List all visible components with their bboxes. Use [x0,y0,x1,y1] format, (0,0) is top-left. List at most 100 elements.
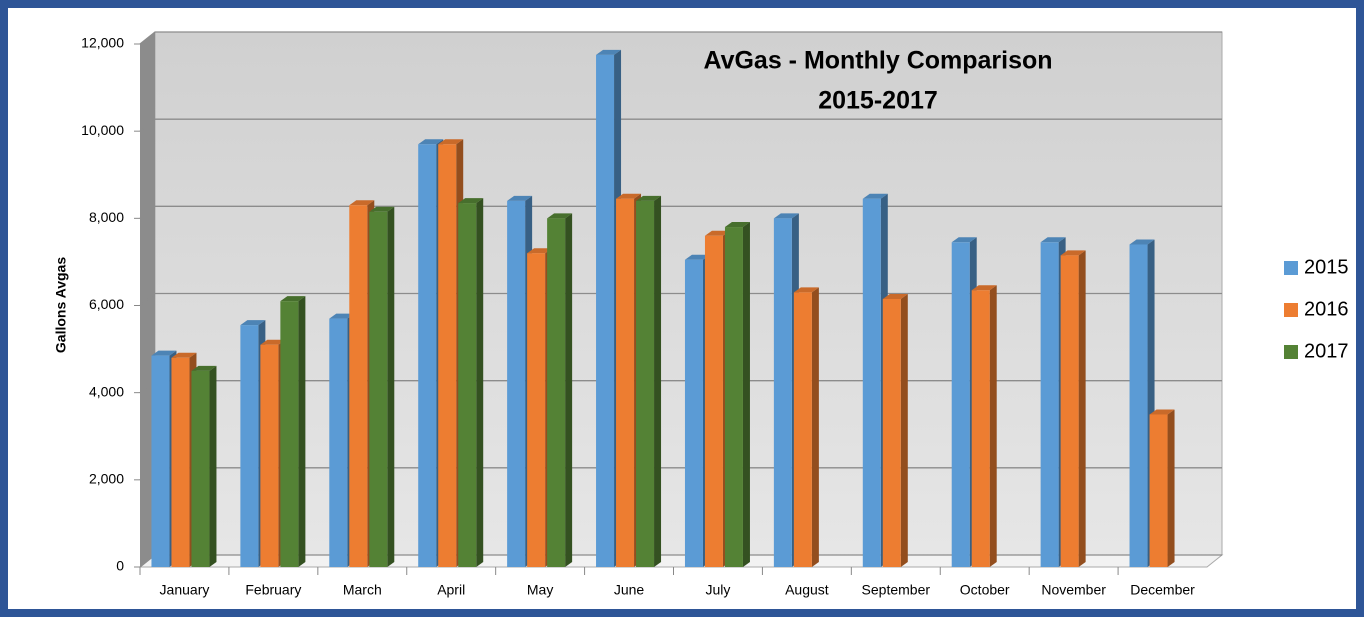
bar-top [636,195,662,201]
bar-side [298,296,306,567]
bar [280,301,299,567]
bar [507,200,526,567]
bar [616,198,635,568]
bar-side [565,213,573,568]
bar [151,355,170,567]
bar-top [971,285,997,291]
x-tick-label: November [1041,582,1106,598]
legend-swatch [1284,261,1298,275]
legend-label: 2015 [1304,256,1349,278]
grid-line [139,118,1222,132]
bar-top [951,237,977,243]
x-tick-label: December [1130,582,1195,598]
bar [329,318,348,567]
bar-side [900,293,908,567]
bar-side [742,222,750,568]
bar [1040,242,1059,567]
bar [369,211,388,567]
bar-top [1040,237,1066,243]
bar [418,144,437,567]
bar [862,198,881,568]
bar-top [458,198,484,204]
y-axis-label: Gallons Avgas [53,257,69,353]
y-tick-label: 0 [116,558,124,574]
bar-top [862,193,888,199]
bar [636,200,655,567]
bar [793,292,812,567]
bar-top [527,248,553,254]
bar-top [507,195,533,201]
bar-side [476,198,484,567]
y-tick-label: 6,000 [89,296,124,312]
x-tick-label: July [706,582,731,598]
bar-top [171,352,197,358]
bar-top [882,293,908,299]
bar-top [1129,239,1155,245]
bar-side [1167,409,1175,567]
x-tick-label: February [245,582,301,598]
bar-side [989,285,997,567]
bar [527,253,546,567]
bar-top [704,230,730,236]
bar-side [1078,250,1086,568]
bar-top [349,200,375,206]
bar-top [773,213,799,219]
bar-side [387,206,395,567]
bar [773,218,792,568]
bar [260,344,279,567]
bar-side [811,287,819,567]
bar [724,227,743,568]
legend-swatch [1284,345,1298,359]
bar [951,242,970,567]
bar [171,357,190,567]
chart-subtitle: 2015-2017 [818,87,938,115]
bar [1149,414,1168,567]
legend-label: 2017 [1304,340,1349,362]
bar [684,259,703,567]
bar-top [793,287,819,293]
bar-side [654,195,662,567]
y-tick-label: 12,000 [81,35,124,51]
bar [458,203,477,567]
legend-swatch [1284,303,1298,317]
bar [704,235,723,567]
bar [882,298,901,567]
bar [438,144,457,567]
bar [191,370,210,567]
bar-top [151,350,177,356]
bar [971,290,990,567]
x-tick-label: September [862,582,931,598]
bar-top [438,139,464,145]
y-tick-label: 8,000 [89,209,124,225]
x-tick-label: April [437,582,465,598]
y-tick-label: 10,000 [81,122,124,138]
bar [547,218,566,568]
bar-top [1060,250,1086,256]
bar-top [547,213,573,219]
bar-side [209,365,217,567]
bar-top [724,222,750,228]
y-tick-label: 4,000 [89,383,124,399]
x-tick-label: March [343,582,382,598]
bar [596,54,615,568]
bar-top [684,254,710,260]
bar [240,325,259,567]
chart-title: AvGas - Monthly Comparison [703,47,1052,75]
bar-top [240,320,266,326]
bar-top [191,365,217,371]
bar-top [418,139,444,145]
x-tick-label: October [960,582,1010,598]
x-tick-label: January [160,582,210,598]
bar-top [596,49,622,55]
y-tick-label: 2,000 [89,471,124,487]
bar-top [616,193,642,199]
bar [349,205,368,567]
bar-top [260,339,286,345]
bar-top [280,296,306,302]
bar-top [369,206,395,212]
bar-top [329,313,355,319]
x-tick-label: August [785,582,829,598]
bar [1129,244,1148,567]
grid-line [139,31,1222,45]
